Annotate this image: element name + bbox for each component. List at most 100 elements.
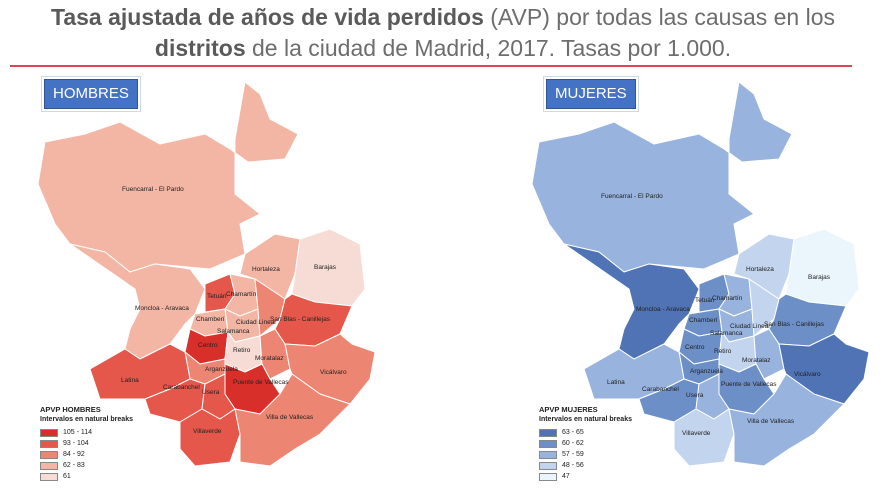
label-centro: Centro (685, 344, 705, 351)
legend-label: 63 - 65 (562, 428, 584, 436)
district-latina (583, 343, 685, 400)
label-moncloa: Moncloa - Aravaca (135, 305, 189, 312)
label-salamanca: Salamanca (217, 328, 250, 335)
legend-item: 60 - 62 (539, 438, 632, 449)
label-latina: Latina (607, 379, 625, 386)
legend-label: 61 (63, 472, 71, 480)
legend-swatch (40, 450, 58, 459)
legend-swatch (40, 461, 58, 470)
label-villaverde: Villaverde (193, 428, 222, 435)
legend-item: 47 (539, 471, 632, 482)
legend-item: 63 - 65 (539, 427, 632, 438)
label-ciudadlineal: Ciudad Lineal (730, 323, 770, 330)
legend-label: 47 (562, 472, 570, 480)
label-chamberi: Chamberí (689, 317, 718, 324)
label-hortaleza: Hortaleza (252, 266, 280, 273)
district-shapes (531, 81, 870, 467)
legend-label: 62 - 83 (63, 461, 85, 469)
label-chamartin: Chamartín (712, 295, 743, 302)
legend-label: 105 - 114 (63, 428, 93, 436)
map-mujeres: Fuencarral - El Pardo Hortaleza Barajas … (531, 81, 870, 467)
label-sanblas: San Blas - Canillejas (270, 316, 331, 323)
label-moratalaz: Moratalaz (742, 357, 771, 364)
legend-swatch (40, 428, 58, 437)
legend-item: 57 - 59 (539, 449, 632, 460)
label-usera: Usera (202, 389, 220, 396)
label-chamberi: Chamberí (196, 316, 225, 323)
label-villavallecas: Villa de Vallecas (747, 418, 795, 425)
label-fuencarral: Fuencarral - El Pardo (122, 186, 184, 193)
district-hortaleza (733, 233, 795, 300)
district-moncloa (69, 243, 206, 360)
legend-item: 84 - 92 (40, 449, 133, 460)
legend-mujeres: APVP MUJERES Intervalos en natural break… (539, 405, 632, 482)
district-labels: Fuencarral - El Pardo Hortaleza Barajas … (601, 193, 831, 437)
label-puente: Puente de Vallecas (233, 379, 289, 386)
district-villaverde (179, 408, 241, 467)
label-vicalvaro: Vicálvaro (794, 371, 821, 378)
district-fuencarral (531, 81, 793, 273)
badge-hombres: HOMBRES (44, 79, 138, 109)
label-centro: Centro (198, 342, 218, 349)
district-villavallecas (728, 373, 845, 467)
legend-item: 48 - 56 (539, 460, 632, 471)
title-divider (10, 65, 852, 67)
district-shapes (37, 81, 376, 467)
label-hortaleza: Hortaleza (746, 266, 774, 273)
legend-title: APVP HOMBRES (40, 405, 101, 414)
title-part-2: (AVP) por todas las causas en los (483, 4, 836, 30)
legend-swatch (539, 428, 557, 437)
legend-swatch (40, 472, 58, 481)
label-villavallecas: Villa de Vallecas (266, 414, 314, 421)
legend-swatch (539, 450, 557, 459)
district-villavallecas (234, 373, 351, 467)
legend-swatch (539, 472, 557, 481)
label-puente: Puente de Vallecas (721, 381, 777, 388)
label-arganzuela: Arganzuela (690, 368, 723, 375)
label-chamartin: Chamartín (226, 291, 257, 298)
district-hortaleza (239, 233, 301, 300)
legend-subtitle: Intervalos en natural breaks (539, 416, 632, 423)
page-title: Tasa ajustada de años de vida perdidos (… (0, 2, 886, 64)
title-part-3: distritos (154, 35, 246, 61)
legend-subtitle: Intervalos en natural breaks (40, 416, 133, 423)
legend-item: 61 (40, 471, 133, 482)
legend-label: 57 - 59 (562, 450, 584, 458)
district-barajas (785, 228, 860, 307)
district-moncloa (563, 243, 700, 360)
legend-label: 60 - 62 (562, 439, 584, 447)
label-salamanca: Salamanca (710, 330, 743, 337)
label-vicalvaro: Vicálvaro (320, 369, 347, 376)
legend-label: 84 - 92 (63, 450, 85, 458)
legend-title: APVP MUJERES (539, 405, 598, 414)
district-labels: Fuencarral - El Pardo Hortaleza Barajas … (121, 186, 347, 435)
legend-item: 105 - 114 (40, 427, 133, 438)
legend-item: 62 - 83 (40, 460, 133, 471)
title-part-4: de la ciudad de Madrid, 2017. Tasas por … (245, 35, 732, 61)
legend-label: 48 - 56 (562, 461, 584, 469)
legend-label: 93 - 104 (63, 439, 89, 447)
label-sanblas: San Blas - Canillejas (764, 321, 825, 328)
legend-swatch (40, 439, 58, 448)
legend-item: 93 - 104 (40, 438, 133, 449)
legend-swatch (539, 461, 557, 470)
legend-swatch (539, 439, 557, 448)
district-fuencarral (37, 81, 299, 273)
label-barajas: Barajas (808, 274, 831, 281)
badge-mujeres: MUJERES (546, 79, 636, 109)
legend-hombres: APVP HOMBRES Intervalos en natural break… (40, 405, 133, 482)
label-villaverde: Villaverde (682, 430, 711, 437)
label-latina: Latina (121, 377, 139, 384)
district-vicalvaro (284, 333, 376, 405)
label-arganzuela: Arganzuela (205, 366, 238, 373)
label-moncloa: Moncloa - Aravaca (636, 306, 690, 313)
label-tetuan: Tetuán (695, 297, 715, 304)
label-usera: Usera (686, 392, 704, 399)
label-retiro: Retiro (714, 348, 732, 355)
label-ciudadlineal: Ciudad Lineal (236, 319, 276, 326)
district-villaverde (673, 408, 735, 467)
label-carabanchel: Carabanchel (163, 384, 200, 391)
district-vicalvaro (778, 333, 870, 405)
label-tetuan: Tetuán (207, 293, 227, 300)
label-retiro: Retiro (233, 347, 251, 354)
